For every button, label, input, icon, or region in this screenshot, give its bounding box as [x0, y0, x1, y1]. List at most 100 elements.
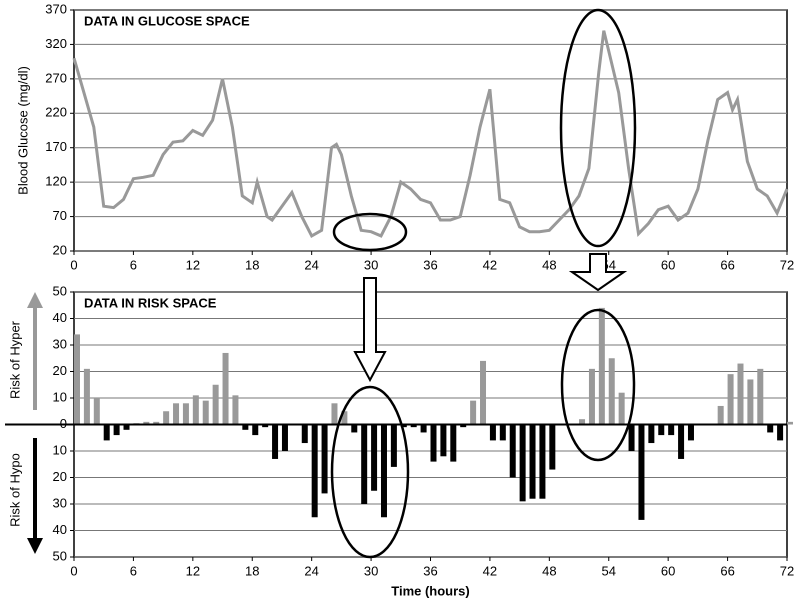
risk-bar: [470, 400, 477, 425]
risk-bar: [173, 403, 180, 425]
risk-bar: [123, 424, 130, 430]
x-tick-label: 6: [130, 257, 137, 272]
risk-bar: [103, 424, 110, 441]
risk-bar: [767, 424, 774, 433]
risk-bar: [390, 424, 397, 467]
annotation-shapes: [330, 8, 637, 559]
x-tick-label: 18: [245, 563, 259, 578]
y-axis-label: Blood Glucose (mg/dl): [15, 66, 30, 195]
y-tick-label: 0: [60, 416, 67, 431]
risk-bar: [321, 424, 328, 494]
risk-bar: [192, 395, 199, 425]
x-tick-label: 42: [483, 257, 497, 272]
risk-bar: [529, 424, 536, 499]
risk-bar: [420, 424, 427, 433]
y-tick-label: 270: [45, 70, 67, 85]
risk-bar: [747, 379, 754, 425]
x-axis-label: Time (hours): [391, 583, 470, 598]
risk-bar: [539, 424, 546, 499]
x-tick-label: 72: [780, 563, 794, 578]
risk-bar: [737, 363, 744, 425]
y-tick-label: 20: [53, 363, 67, 378]
risk-bar: [678, 424, 685, 459]
risk-bar: [143, 421, 150, 425]
x-tick-label: 30: [364, 563, 378, 578]
y-tick-label: 10: [53, 389, 67, 404]
risk-bar: [489, 424, 496, 441]
risk-bar: [480, 360, 487, 425]
risk-bar: [440, 424, 447, 457]
risk-bar: [182, 403, 189, 425]
risk-bar: [460, 424, 467, 428]
risk-bar: [380, 424, 387, 518]
risk-bar: [351, 424, 358, 433]
x-tick-label: 0: [70, 257, 77, 272]
risk-bar: [400, 424, 407, 428]
x-tick-label: 60: [661, 257, 675, 272]
y-tick-label: 20: [53, 242, 67, 257]
axis-arrows: [27, 292, 43, 554]
risk-bar: [519, 424, 526, 502]
risk-bar: [499, 424, 506, 441]
y-tick-label: 30: [53, 336, 67, 351]
risk-bar: [93, 398, 100, 425]
panel-title: DATA IN GLUCOSE SPACE: [84, 13, 250, 28]
y-tick-label: 120: [45, 174, 67, 189]
x-tick-label: 24: [304, 257, 318, 272]
risk-bar: [777, 424, 784, 441]
risk-bar: [113, 424, 120, 436]
x-tick-label: 30: [364, 257, 378, 272]
risk-bar: [598, 307, 605, 425]
x-tick-label: 60: [661, 563, 675, 578]
risk-bar: [588, 368, 595, 425]
risk-bar: [509, 424, 516, 478]
risk-bar: [242, 424, 249, 430]
risk-bar: [450, 424, 457, 462]
x-tick-label: 12: [186, 257, 200, 272]
risk-bar: [757, 368, 764, 425]
risk-annotation: Risk of Hypo: [7, 453, 22, 527]
annotation-arrows: [353, 253, 628, 383]
glucose-line: [72, 30, 789, 238]
risk-bar: [262, 424, 269, 428]
x-tick-label: 42: [483, 563, 497, 578]
x-tick-label: 66: [720, 563, 734, 578]
y-tick-label: 70: [53, 208, 67, 223]
risk-bar: [361, 424, 368, 504]
x-tick-label: 48: [542, 257, 556, 272]
risk-bar: [371, 424, 378, 491]
risk-bar: [410, 424, 417, 428]
risk-bar: [618, 392, 625, 425]
risk-bar: [83, 368, 90, 425]
risk-bar: [281, 424, 288, 451]
risk-bar: [628, 424, 635, 451]
risk-bar: [74, 334, 80, 425]
risk-bar: [608, 358, 615, 425]
risk-bar: [549, 424, 556, 470]
risk-bar: [301, 424, 308, 444]
risk-annotation: Risk of Hyper: [7, 320, 22, 399]
y-tick-label: 170: [45, 139, 67, 154]
y-tick-label: 370: [45, 1, 67, 16]
x-tick-label: 54: [602, 563, 616, 578]
plot-area: [73, 9, 788, 252]
risk-bar: [252, 424, 259, 436]
x-tick-label: 36: [423, 563, 437, 578]
x-tick-label: 18: [245, 257, 259, 272]
risk-bar: [787, 421, 793, 425]
risk-bar: [202, 400, 209, 425]
x-tick-label: 48: [542, 563, 556, 578]
panel-title: DATA IN RISK SPACE: [84, 295, 217, 310]
y-tick-label: 40: [53, 522, 67, 537]
y-tick-label: 20: [53, 469, 67, 484]
y-tick-label: 10: [53, 442, 67, 457]
x-tick-label: 72: [780, 257, 794, 272]
x-tick-label: 66: [720, 257, 734, 272]
risk-bar: [212, 384, 219, 425]
risk-bar: [311, 424, 318, 518]
y-tick-label: 50: [53, 283, 67, 298]
y-tick-label: 50: [53, 548, 67, 563]
risk-bar: [717, 405, 724, 425]
x-tick-label: 0: [70, 563, 77, 578]
